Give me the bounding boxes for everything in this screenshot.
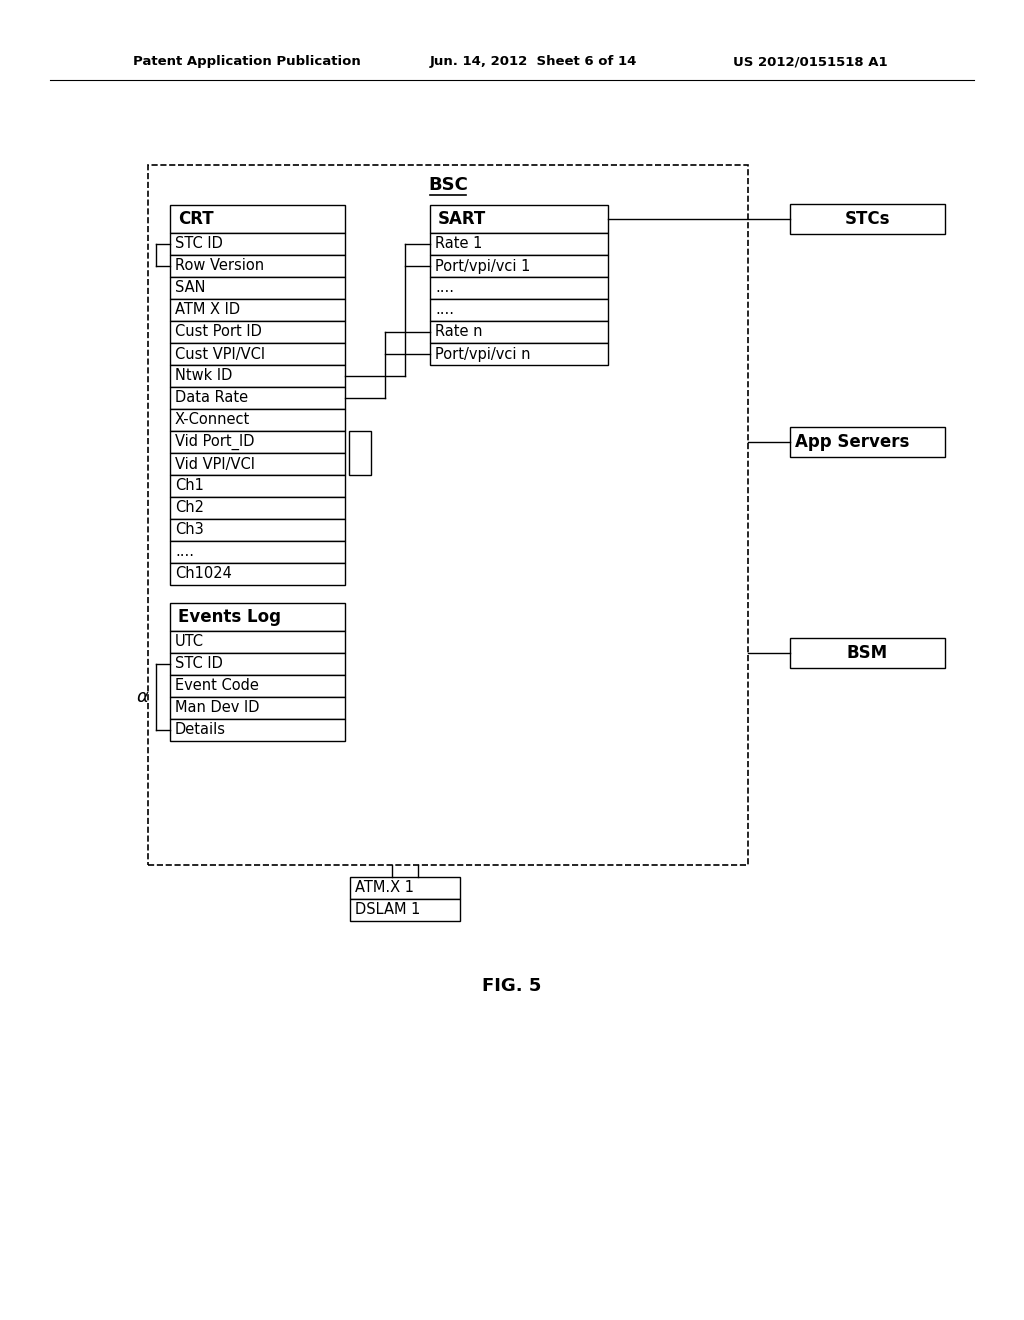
Bar: [350, 899, 460, 921]
Text: Patent Application Publication: Patent Application Publication: [133, 55, 360, 69]
Bar: [430, 300, 608, 321]
Text: Data Rate: Data Rate: [175, 391, 248, 405]
Text: BSC: BSC: [428, 176, 468, 194]
Text: STC ID: STC ID: [175, 236, 223, 252]
Text: ATM X ID: ATM X ID: [175, 302, 240, 318]
Bar: [170, 432, 345, 453]
Bar: [170, 675, 345, 697]
Bar: [350, 876, 460, 899]
Bar: [170, 255, 345, 277]
Bar: [170, 519, 345, 541]
Bar: [170, 564, 345, 585]
Bar: [790, 205, 945, 234]
Text: SART: SART: [438, 210, 486, 228]
Text: Details: Details: [175, 722, 226, 738]
Text: Port/vpi/vci n: Port/vpi/vci n: [435, 346, 530, 362]
Text: $\alpha$: $\alpha$: [136, 688, 150, 706]
Text: US 2012/0151518 A1: US 2012/0151518 A1: [733, 55, 888, 69]
Bar: [430, 321, 608, 343]
Bar: [170, 300, 345, 321]
Text: Vid VPI/VCI: Vid VPI/VCI: [175, 457, 255, 471]
Bar: [170, 343, 345, 366]
Bar: [430, 255, 608, 277]
Text: Ch1: Ch1: [175, 479, 204, 494]
Text: Cust Port ID: Cust Port ID: [175, 325, 262, 339]
Bar: [170, 277, 345, 300]
Bar: [170, 234, 345, 255]
Text: Cust VPI/VCI: Cust VPI/VCI: [175, 346, 265, 362]
Bar: [790, 638, 945, 668]
Text: CRT: CRT: [178, 210, 214, 228]
Text: Ch3: Ch3: [175, 523, 204, 537]
Bar: [430, 205, 608, 234]
Bar: [790, 426, 945, 457]
Text: STCs: STCs: [845, 210, 890, 228]
Bar: [170, 453, 345, 475]
Text: Row Version: Row Version: [175, 259, 264, 273]
Bar: [170, 498, 345, 519]
Bar: [430, 234, 608, 255]
Bar: [170, 475, 345, 498]
Text: Jun. 14, 2012  Sheet 6 of 14: Jun. 14, 2012 Sheet 6 of 14: [430, 55, 637, 69]
Bar: [170, 321, 345, 343]
Text: Ch2: Ch2: [175, 500, 204, 516]
Bar: [349, 432, 371, 475]
Text: Port/vpi/vci 1: Port/vpi/vci 1: [435, 259, 530, 273]
Text: X-Connect: X-Connect: [175, 412, 250, 428]
Text: ....: ....: [175, 544, 194, 560]
Text: UTC: UTC: [175, 635, 204, 649]
Text: ....: ....: [435, 281, 454, 296]
Bar: [170, 697, 345, 719]
Text: ATM.X 1: ATM.X 1: [355, 880, 414, 895]
Text: Vid Port_ID: Vid Port_ID: [175, 434, 255, 450]
Bar: [170, 205, 345, 234]
Bar: [430, 277, 608, 300]
Bar: [170, 631, 345, 653]
Text: ....: ....: [435, 302, 454, 318]
Text: DSLAM 1: DSLAM 1: [355, 903, 421, 917]
Text: SAN: SAN: [175, 281, 206, 296]
Text: STC ID: STC ID: [175, 656, 223, 672]
Text: App Servers: App Servers: [795, 433, 909, 451]
Bar: [170, 541, 345, 564]
Bar: [170, 653, 345, 675]
Bar: [430, 343, 608, 366]
Text: FIG. 5: FIG. 5: [482, 977, 542, 995]
Text: Event Code: Event Code: [175, 678, 259, 693]
Text: Ch1024: Ch1024: [175, 566, 231, 582]
Text: Events Log: Events Log: [178, 609, 281, 626]
Text: Ntwk ID: Ntwk ID: [175, 368, 232, 384]
Text: Rate n: Rate n: [435, 325, 482, 339]
Bar: [170, 719, 345, 741]
Text: BSM: BSM: [847, 644, 888, 663]
Text: Rate 1: Rate 1: [435, 236, 482, 252]
Text: Man Dev ID: Man Dev ID: [175, 701, 259, 715]
Bar: [148, 165, 748, 865]
Bar: [170, 387, 345, 409]
Bar: [170, 409, 345, 432]
Bar: [170, 603, 345, 631]
Bar: [170, 366, 345, 387]
